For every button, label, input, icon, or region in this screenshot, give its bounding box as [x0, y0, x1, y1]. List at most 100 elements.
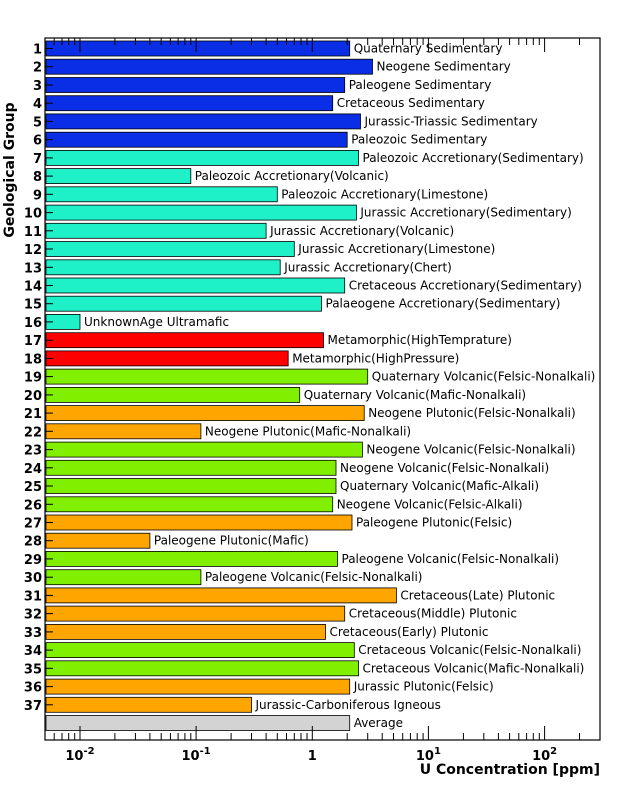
y-tick-label: 13: [24, 261, 42, 276]
bar: [45, 660, 359, 677]
x-axis: 10-2 10-1 1 101 102: [44, 38, 601, 764]
y-tick-label: 8: [33, 170, 42, 185]
y-tick-label: 3: [33, 79, 42, 94]
y-tick-label: 31: [24, 589, 42, 604]
bar-label: Metamorphic(HighTemprature): [328, 333, 513, 347]
y-tick-label: 15: [24, 298, 42, 313]
y-tick-label: 5: [33, 115, 42, 130]
y-tick-label: 2: [33, 61, 42, 76]
y-tick-label: 35: [24, 662, 42, 677]
bar-label: Quaternary Volcanic(Mafic-Alkali): [340, 479, 539, 493]
bar-label: Neogene Sedimentary: [377, 60, 511, 74]
y-tick-label: 27: [24, 517, 42, 532]
bar: [45, 624, 326, 640]
bar-label: Cretaceous(Middle) Plutonic: [349, 607, 517, 621]
x-tick-label: 1: [308, 749, 317, 764]
y-tick-label: 28: [24, 535, 42, 550]
bar-label: Jurassic Accretionary(Sedimentary): [359, 206, 571, 220]
bar-label: Paleogene Volcanic(Felsic-Nonalkali): [342, 552, 560, 566]
bar-label: Paleogene Sedimentary: [349, 78, 492, 92]
bar-label: Jurassic-Triassic Sedimentary: [364, 114, 538, 128]
x-axis-title: U Concentration [ppm]: [420, 762, 600, 778]
x-tick-label: 10-2: [65, 746, 94, 764]
bar: [45, 186, 278, 203]
bar: [45, 58, 373, 75]
bar-label: Cretaceous Accretionary(Sedimentary): [349, 279, 582, 293]
y-tick-label: 30: [24, 571, 42, 586]
bar: [45, 441, 363, 458]
x-tick-label: 101: [416, 746, 441, 764]
bar: [45, 77, 346, 93]
bar-label: Neogene Plutonic(Felsic-Nonalkali): [368, 406, 575, 420]
bar: [45, 459, 337, 476]
bar-label: Neogene Volcanic(Felsic-Nonalkali): [366, 443, 575, 457]
bar-label: Quaternary Volcanic(Mafic-Nonalkali): [304, 388, 526, 402]
y-tick-label: 32: [24, 608, 42, 623]
y-tick-label: 23: [24, 444, 42, 459]
bar: [45, 168, 192, 185]
bar: [45, 259, 281, 276]
bar-label: Paleogene Plutonic(Felsic): [356, 516, 512, 530]
bar: [45, 277, 346, 294]
bar: [45, 204, 357, 221]
y-tick-label: 25: [24, 480, 42, 495]
y-tick-label: 12: [24, 243, 42, 258]
y-tick-label: 29: [24, 553, 42, 568]
bar-label: Cretaceous(Late) Plutonic: [400, 588, 555, 602]
y-tick-label: 34: [24, 644, 42, 659]
y-tick-label: 22: [24, 425, 42, 440]
bar-label: Jurassic Accretionary(Limestone): [297, 242, 495, 256]
y-tick-label: 4: [33, 97, 42, 112]
bar: [45, 678, 351, 695]
bar: [45, 496, 334, 513]
bar: [45, 241, 295, 257]
bar: [45, 587, 397, 604]
bar-label: Metamorphic(HighPressure): [292, 351, 459, 365]
y-tick-label: 26: [24, 498, 42, 513]
bar-label: Cretaceous Sedimentary: [337, 96, 485, 110]
bar-label: Jurassic Accretionary(Volcanic): [269, 224, 454, 238]
plot-frame: [44, 37, 601, 741]
bar: [45, 149, 359, 166]
y-tick-label: 17: [24, 334, 42, 349]
bar: [45, 131, 348, 148]
x-tick-label: 102: [532, 746, 557, 764]
y-tick-label: 6: [33, 134, 42, 149]
y-tick-label: 7: [33, 152, 42, 167]
y-tick-label: 36: [24, 681, 42, 696]
bar: [45, 386, 301, 403]
y-tick-label: 33: [24, 626, 42, 641]
bar: [45, 368, 369, 385]
bar: [45, 423, 202, 440]
bar-label: Neogene Volcanic(Felsic-Alkali): [337, 497, 523, 511]
y-axis-title: Geological Group: [2, 102, 18, 237]
bar-label: Paleozoic Accretionary(Limestone): [281, 187, 488, 201]
bar: [45, 605, 346, 622]
x-tick-label: 10-1: [181, 746, 210, 764]
y-tick-label: 16: [24, 316, 42, 331]
bar-label: Cretaceous Volcanic(Felsic-Nonalkali): [358, 643, 581, 657]
bar-label: Quaternary Volcanic(Felsic-Nonalkali): [372, 370, 596, 384]
y-tick-label: 10: [24, 207, 42, 222]
bar: [45, 405, 365, 422]
bar: [45, 350, 289, 367]
y-tick-label: 14: [24, 280, 42, 295]
bar: [45, 295, 322, 312]
y-tick-label: 19: [24, 371, 42, 386]
y-tick-label: 9: [33, 188, 42, 203]
bar: [45, 95, 334, 112]
bar-label: Average: [354, 716, 403, 730]
bar: [45, 532, 151, 549]
bar-label: Jurassic Plutonic(Felsic): [353, 680, 494, 694]
bar: [45, 642, 355, 658]
bar-label: Palaeogene Accretionary(Sedimentary): [326, 297, 561, 311]
y-tick-label: 18: [24, 352, 42, 367]
bar: [45, 113, 361, 130]
bar-label: UnknownAge Ultramafic: [84, 315, 229, 329]
y-tick-label: 37: [24, 699, 42, 714]
bar: [45, 478, 337, 494]
bar-label: Paleozoic Accretionary(Volcanic): [195, 169, 389, 183]
bar: [45, 715, 351, 731]
